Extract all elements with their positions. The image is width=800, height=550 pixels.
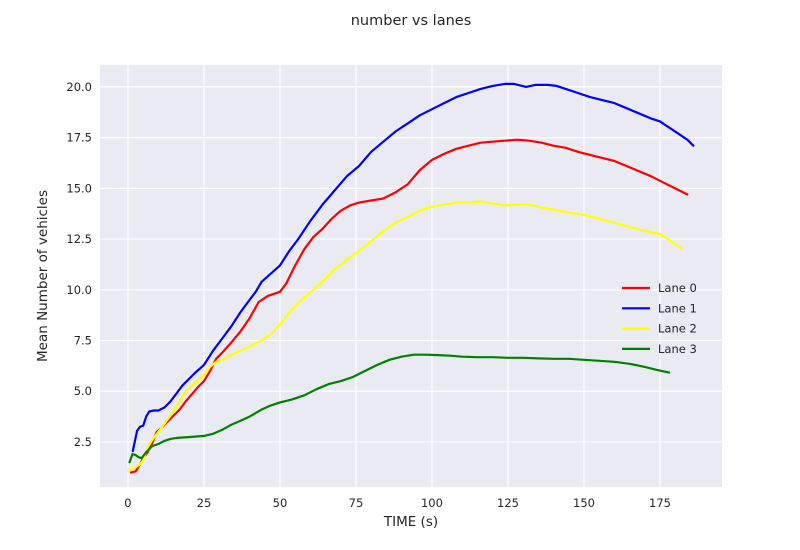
legend-label-lane-3: Lane 3 — [658, 342, 697, 356]
y-tick-labels: 2.5 5.0 7.5 10.0 12.5 15.0 17.5 20.0 — [66, 80, 92, 449]
y-tick-label: 15.0 — [66, 181, 92, 195]
x-tick-label: 100 — [421, 496, 443, 510]
x-tick-label: 150 — [573, 496, 595, 510]
y-tick-label: 12.5 — [66, 232, 92, 246]
x-tick-label: 0 — [124, 496, 131, 510]
series-line-lane-2 — [126, 200, 683, 472]
y-tick-label: 5.0 — [74, 384, 92, 398]
gridlines — [100, 65, 722, 487]
y-tick-label: 10.0 — [66, 283, 92, 297]
series-line-lane-3 — [128, 353, 671, 464]
x-tick-label: 50 — [273, 496, 288, 510]
legend-label-lane-1: Lane 1 — [658, 301, 697, 315]
series-line-lane-1 — [131, 82, 695, 453]
plot-background — [100, 65, 722, 487]
series-line-lane-0 — [129, 138, 689, 474]
y-tick-label: 17.5 — [66, 131, 92, 145]
chart-title: number vs lanes — [351, 13, 472, 29]
legend-label-lane-2: Lane 2 — [658, 322, 697, 336]
x-tick-label: 125 — [497, 496, 519, 510]
x-tick-label: 175 — [649, 496, 671, 510]
y-tick-label: 7.5 — [74, 334, 92, 348]
x-axis-label: TIME (s) — [383, 514, 438, 530]
y-axis-label: Mean Number of vehicles — [35, 190, 51, 362]
x-tick-label: 75 — [349, 496, 364, 510]
legend-label-lane-0: Lane 0 — [658, 281, 697, 295]
x-tick-label: 25 — [197, 496, 212, 510]
series-lines — [126, 82, 695, 474]
y-tick-label: 20.0 — [66, 80, 92, 94]
legend: Lane 0 Lane 1 Lane 2 Lane 3 — [622, 281, 697, 356]
y-tick-label: 2.5 — [74, 435, 92, 449]
x-tick-labels: 0 25 50 75 100 125 150 175 — [124, 496, 671, 510]
